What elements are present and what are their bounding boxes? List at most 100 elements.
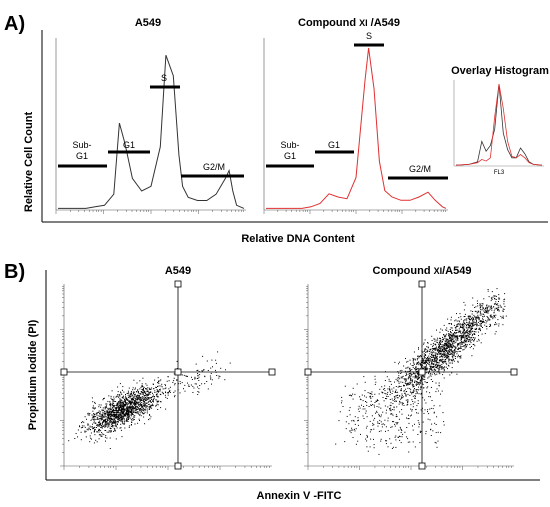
dot-left-point [129,393,131,395]
dot-left-point [115,417,117,419]
dot-left-point [136,408,138,410]
dot-right-point [446,357,448,359]
dot-left-point [132,402,134,404]
dot-left-point [77,436,78,438]
dot-left-point [130,396,132,397]
dot-right-point [482,308,484,310]
dot-left-handle-center[interactable] [174,368,182,376]
dot-right-point [439,366,441,368]
dot-left-point [106,403,108,405]
dot-right-point [414,395,416,397]
dot-right-point [417,400,419,402]
dot-left-point [116,410,118,412]
dot-right-point [387,430,389,432]
dot-left-point [99,413,101,415]
dot-right-point [398,385,400,387]
dot-right-point [411,410,413,412]
dot-right-point [452,335,454,337]
dot-right-point [488,296,490,298]
dot-right-point [427,411,428,413]
dot-left-point [95,439,97,441]
dot-right-point [395,389,397,391]
dot-right-point [487,290,489,292]
dot-left-point [127,414,129,416]
dot-left-point [165,408,167,410]
dot-right-point [378,393,380,395]
dot-right-point [416,372,418,374]
dot-right-point [457,343,459,345]
dot-right-point [504,298,506,300]
dot-left-point [80,427,82,429]
dot-right-point [431,353,433,355]
dot-left-point [147,387,149,389]
dot-right-point [409,415,411,417]
dot-left-point [123,420,125,422]
dot-right-handle-left[interactable] [304,368,312,376]
dot-right-point [462,327,464,329]
dot-right-point [495,295,497,297]
dot-right-point [429,361,430,363]
dot-left-handle-top[interactable] [174,280,182,288]
dot-left-point [115,422,117,424]
dot-left-point [102,417,104,419]
dot-left-handle-left[interactable] [60,368,68,376]
dot-right-point [474,316,476,318]
dot-right-point [431,361,433,363]
dot-right-point [415,365,417,367]
dot-left-point [84,426,86,428]
dot-left-point [92,407,94,409]
dot-right-point [475,331,477,333]
dot-left-point [126,406,128,408]
dot-right-point [459,356,461,357]
dot-right-point [376,412,378,413]
dot-right-point [444,342,446,344]
dot-right-handle-center[interactable] [418,368,426,376]
dot-right-point [402,433,404,435]
dot-right-point [471,326,473,328]
dot-left-point [101,423,103,424]
dot-right-point [423,375,425,377]
dot-right-point [412,357,414,359]
dot-left-point [146,388,148,390]
dot-left-point [92,415,94,417]
dot-right-point [419,388,421,390]
dot-right-point [439,342,441,344]
dot-right-handle-right[interactable] [510,368,518,376]
dot-left-point [165,385,166,387]
dot-right-point [420,356,422,358]
dot-right-point [433,338,435,340]
dot-right-point [374,393,376,395]
dot-right-point [457,338,459,340]
dot-right-point [444,334,446,336]
dot-left-handle-bottom[interactable] [174,462,182,470]
dot-right-point [451,347,453,349]
dot-left-point [106,437,108,439]
dot-right-handle-top[interactable] [418,280,426,288]
dot-right-point [401,377,403,379]
dot-right-point [435,357,437,359]
dot-right-point [376,399,378,401]
dot-right-point [400,389,402,391]
dot-left-point [116,395,118,397]
dot-right-point [448,346,450,348]
dot-left-handle-right[interactable] [268,368,276,376]
dot-left-point [152,400,154,402]
dot-right-point [463,326,465,328]
dot-right-point [384,405,386,407]
dot-left-point [134,395,136,397]
dot-right-point [491,309,493,311]
dot-left-point [167,392,168,394]
dot-right-point [374,378,376,380]
dot-right-point [436,388,438,390]
dot-right-point [448,359,450,361]
dot-left-point [198,391,200,393]
dot-right-point [433,351,435,353]
dot-left-point [126,419,128,421]
dot-left-point [104,410,106,412]
dot-left-point [125,420,127,422]
dot-right-handle-bottom[interactable] [418,462,426,470]
dot-left-point [93,428,94,429]
dot-left-point [119,409,121,411]
dot-left-point [119,401,121,403]
dot-left-point [119,400,121,402]
